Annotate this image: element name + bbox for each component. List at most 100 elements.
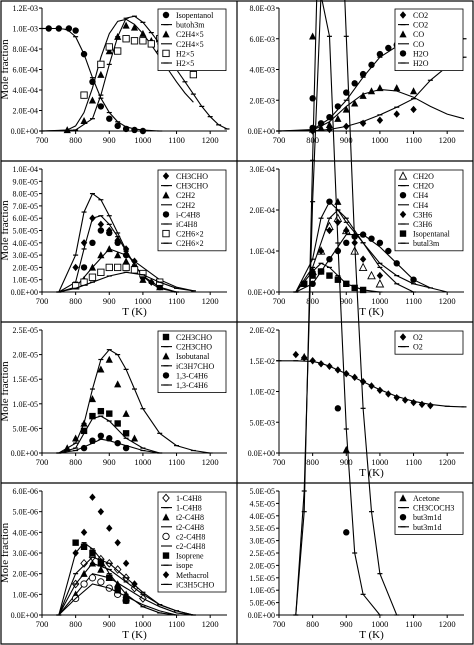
data-point [114, 420, 121, 427]
y-tick-label: 4.0E-06 [12, 528, 38, 537]
data-point [359, 255, 367, 263]
series-2 [56, 415, 163, 454]
data-point [80, 427, 88, 435]
legend-marker [162, 30, 170, 38]
legend-marker [162, 571, 170, 579]
legend-label: C2H2 [176, 201, 195, 210]
legend-label: O2 [413, 343, 423, 352]
y-tick-label: 0.0E+00 [248, 288, 275, 297]
series-2 [276, 360, 467, 408]
legend-label: CO [413, 30, 424, 39]
data-point [376, 271, 384, 280]
data-point [71, 282, 80, 290]
y-tick-label: 2.0E-03 [249, 96, 275, 105]
legend-label: CO [413, 40, 424, 49]
x-tick-label: 900 [340, 457, 353, 467]
data-point [97, 103, 105, 110]
data-point [131, 126, 138, 134]
legend-box [157, 8, 227, 71]
y-axis-label: Mole fraction [0, 39, 11, 100]
data-point [88, 395, 97, 403]
y-tick-label: 6.0E-04 [12, 66, 38, 75]
x-tick-label: 700 [36, 619, 49, 629]
legend-label: CH3COCH3 [413, 504, 454, 513]
legend-marker [162, 11, 170, 19]
data-point [147, 40, 155, 48]
data-point [80, 580, 88, 588]
y-tick-label: 2.0E-06 [12, 570, 38, 579]
y-tick-label: 3.5E-05 [249, 524, 275, 533]
data-point [343, 529, 350, 536]
x-tick-label: 1100 [168, 135, 185, 145]
series-4 [278, 88, 465, 132]
y-tick-label: 2.0E-05 [249, 561, 275, 570]
legend-marker [398, 171, 408, 180]
x-tick-label: 800 [306, 619, 319, 629]
y-tick-label: 1.0E-04 [249, 247, 275, 256]
data-point [368, 61, 375, 69]
legend-marker [399, 192, 407, 199]
data-point [114, 538, 121, 547]
chart-panel-1: 700 800 900 1000 1100 1200 0.0E+00 2.0E-04 4.0E-… [0, 4, 230, 145]
x-tick-label: 700 [273, 135, 286, 145]
legend: CH3CHOCH3CHOC2H2C2H2i-C4H8iC4H8C2H6×2C2H… [157, 169, 227, 252]
data-point [139, 269, 147, 278]
legend-box [394, 8, 464, 71]
chart-panel-3: 700 800 900 1000 1100 1200 0.0E+00 1.0E-05 2.0E-… [0, 165, 227, 318]
data-point [106, 435, 113, 442]
legend-label: C2H2 [176, 191, 195, 200]
x-tick-label: 1100 [168, 457, 185, 467]
x-tick-label: 1200 [439, 457, 456, 467]
y-tick-label: 4.0E-05 [12, 239, 38, 248]
legend-label: C2H4×5 [176, 30, 204, 39]
y-tick-label: 3.0E-06 [12, 549, 38, 558]
legend-box [157, 491, 227, 593]
x-tick-label: 1000 [371, 296, 388, 306]
y-tick-label: 5.0E-03 [249, 418, 275, 427]
data-point [97, 565, 105, 573]
data-point [410, 398, 417, 407]
data-point [326, 113, 333, 121]
data-point [114, 380, 122, 388]
x-tick-label: 700 [36, 135, 49, 145]
series-4 [293, 0, 383, 616]
legend-label: Acetone [413, 494, 440, 503]
data-point [80, 543, 88, 550]
x-tick-label: 700 [36, 296, 49, 306]
y-tick-label: 5.0E-05 [249, 487, 275, 496]
data-point [80, 528, 88, 537]
x-tick-label: 1200 [202, 135, 219, 145]
x-tick-label: 800 [69, 296, 82, 306]
y-tick-label: 4.0E-04 [12, 86, 38, 95]
data-point [106, 574, 113, 581]
data-point [114, 122, 121, 130]
x-tick-label: 800 [69, 457, 82, 467]
legend-label: 1-C4H8 [176, 504, 202, 513]
data-point [80, 116, 88, 124]
legend-label: butoh3m [176, 21, 205, 30]
legend-marker [162, 211, 170, 218]
legend-label: CO2 [413, 11, 428, 20]
legend-label: Methacrol [176, 571, 210, 580]
y-tick-label: 3.0E-05 [249, 537, 275, 546]
legend-label: 1,3-C4H6 [176, 371, 208, 380]
data-point [106, 229, 113, 237]
series-7 [72, 539, 130, 604]
data-point [97, 407, 105, 415]
y-tick-label: 2.0E-05 [12, 263, 38, 272]
legend-marker [399, 333, 407, 341]
x-tick-label: 800 [306, 296, 319, 306]
legend-marker [162, 493, 170, 503]
data-point [106, 524, 113, 532]
legend-label: O2 [413, 333, 423, 342]
data-point [105, 263, 113, 272]
data-point [309, 357, 316, 365]
series-line [58, 541, 177, 616]
x-tick-label: 1200 [439, 619, 456, 629]
series-1 [300, 32, 350, 453]
y-tick-label: 1.0E-05 [12, 276, 38, 285]
x-tick-label: 700 [273, 457, 286, 467]
data-point [122, 559, 130, 568]
data-point [114, 47, 122, 55]
